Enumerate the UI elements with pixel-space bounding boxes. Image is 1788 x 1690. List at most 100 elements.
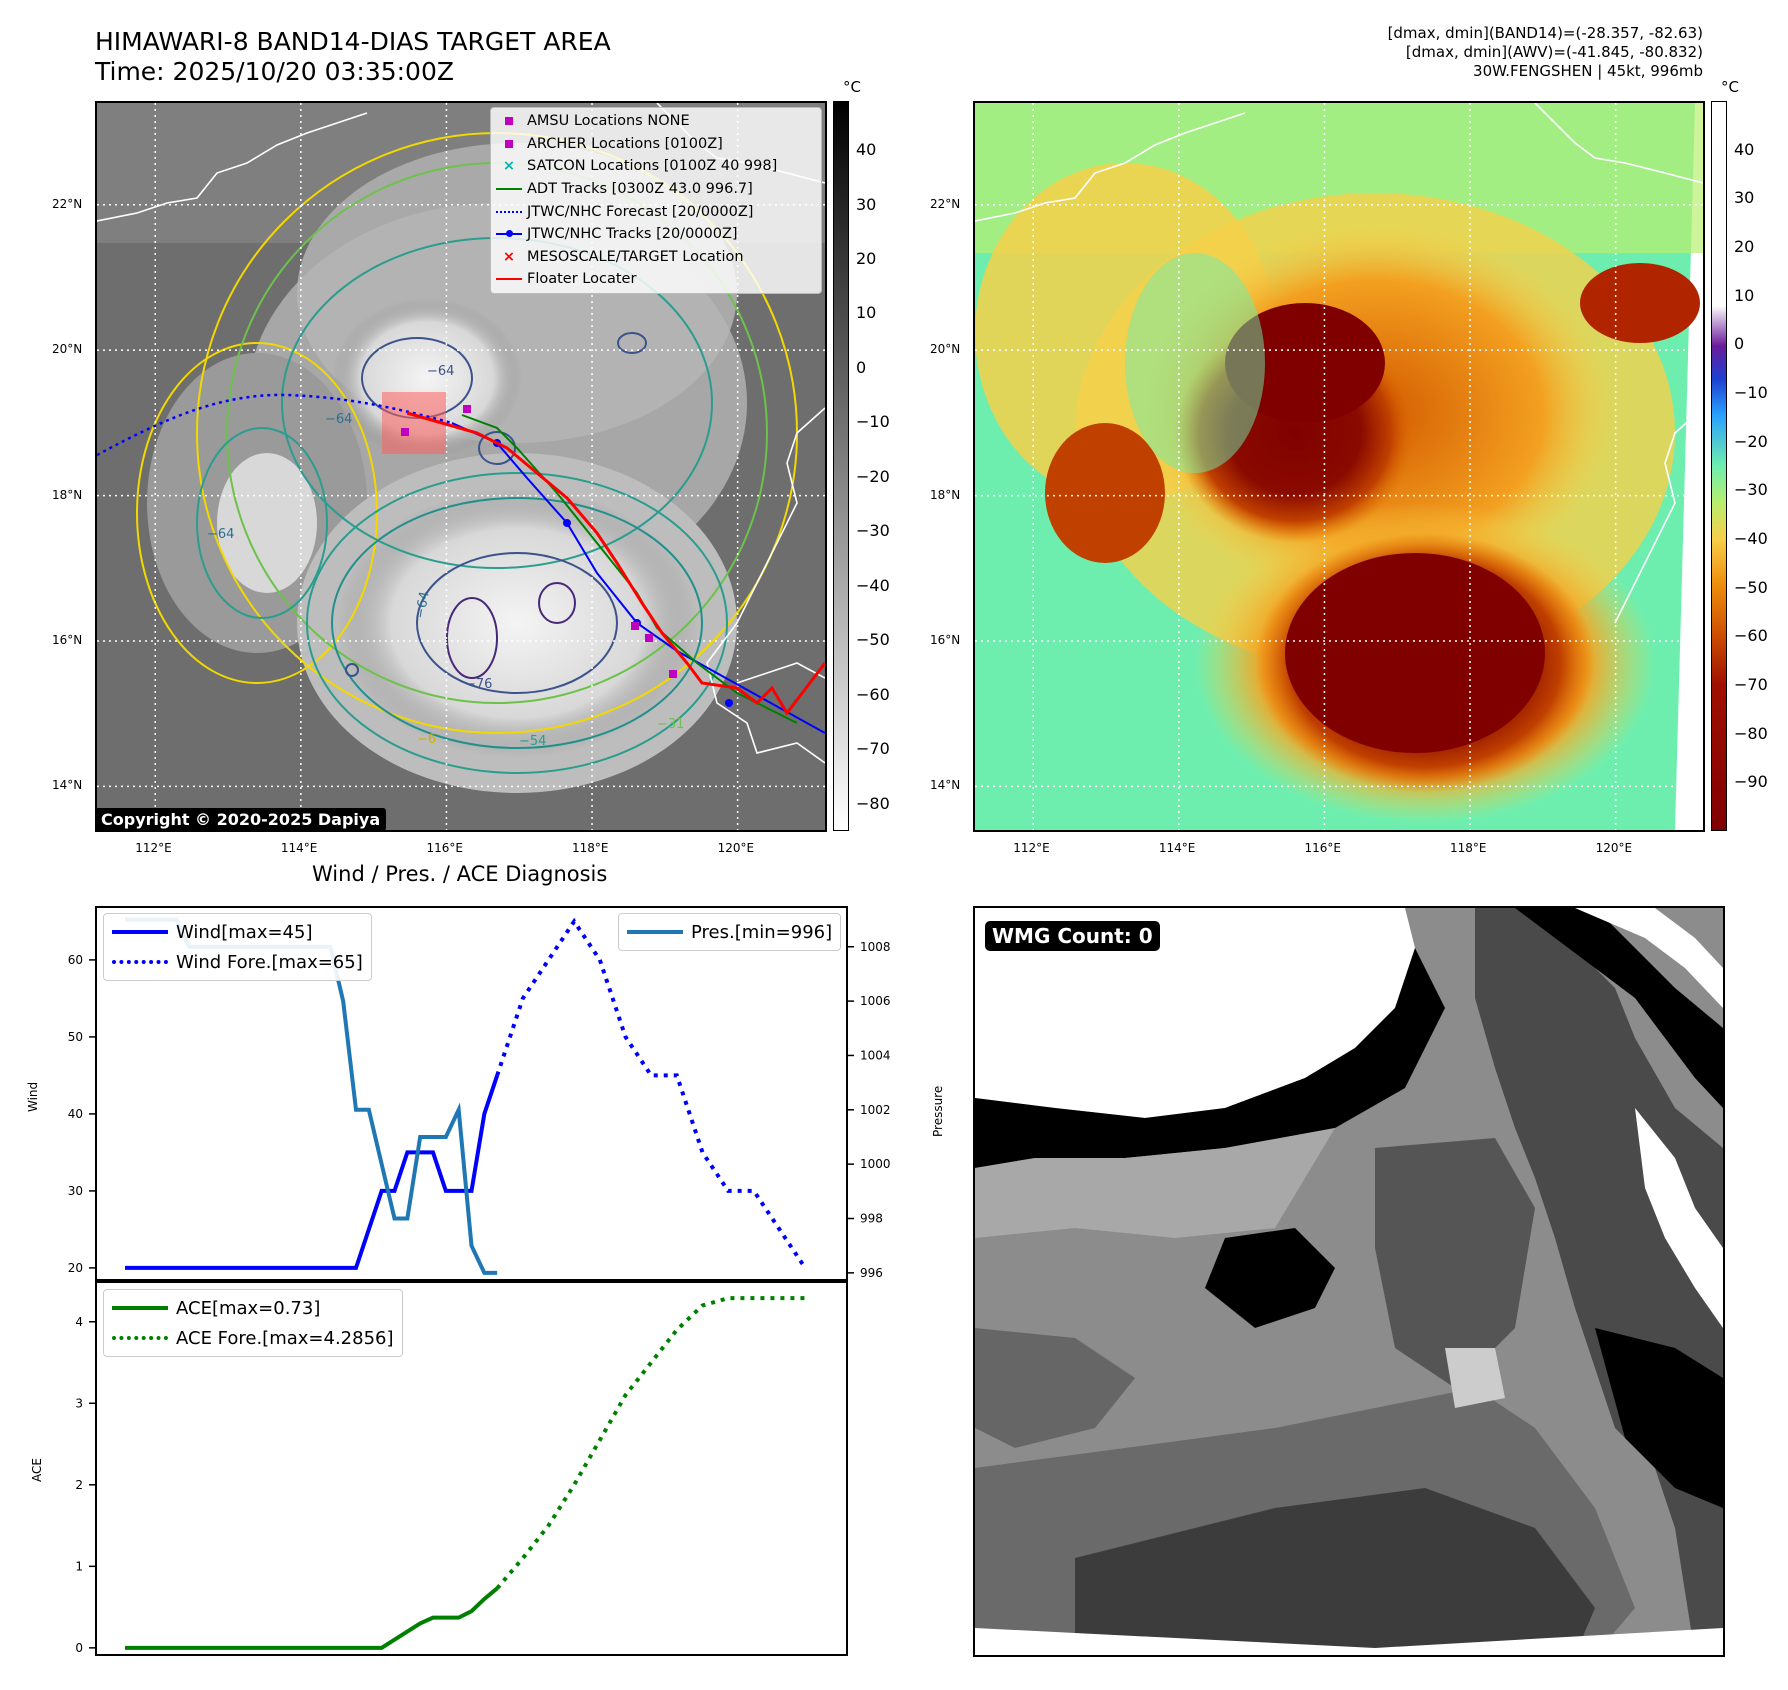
lon-label: 116°E [426,841,463,855]
y-tick-label: 3 [75,1396,83,1410]
floater-locater-track [406,411,825,716]
pressure-legend: Pres.[min=996] [618,913,842,951]
awv-map-panel [973,101,1705,832]
wmg-pixel-map [975,908,1723,1655]
series-line [125,1586,499,1650]
y-tick-label: 4 [75,1315,83,1329]
chart-title-line1: HIMAWARI-8 BAND14-DIAS TARGET AREA [95,27,611,56]
colorbar-tick: −40 [856,575,890,595]
legend-jtwc-tracks: JTWC/NHC Tracks [20/0000Z] [491,223,821,246]
colorbar-tick: 10 [1734,285,1755,305]
plot-frame [95,906,848,1281]
colorbar-right [1711,101,1727,831]
y-right-tick-label: 1008 [860,940,891,954]
colorbar-tick: −30 [1734,480,1768,500]
colorbar-tick: 0 [1734,334,1745,354]
y-tick-label: 50 [68,1030,83,1044]
y-right-tick-label: 1000 [860,1157,891,1171]
lon-label: 120°E [717,841,755,855]
chart-title-line2: Time: 2025/10/20 03:35:00Z [95,57,454,86]
ir-map: −64 −64 −64 −76 −64 −54 −31 −6 [97,103,825,830]
y-right-tick-label: 996 [860,1266,883,1280]
legend-amsu: AMSU Locations NONE [491,110,821,133]
track-legend: AMSU Locations NONE ARCHER Locations [01… [490,107,822,294]
copyright-label: Copyright © 2020-2025 Dapiya [95,808,387,831]
contour-label: −76 [465,677,492,692]
lon-label: 112°E [135,841,172,855]
legend-ace-forecast: ACE Fore.[max=4.2856] [104,1323,402,1353]
colorbar-tick: −60 [1734,626,1768,646]
y-right-tick-label: 1006 [860,994,891,1008]
lon-label: 114°E [1158,841,1196,855]
info-awv: [dmax, dmin](AWV)=(-41.845, -80.832) [1405,43,1703,61]
y-right-tick-label: 998 [860,1212,883,1226]
colorbar-tick: −50 [856,630,890,650]
wind-ylabel: Wind [26,1081,40,1112]
lat-label: 16°N [52,632,83,647]
colorbar-tick: 30 [856,194,877,214]
contour-label: −64 [207,527,234,542]
contour-label: −6 [417,732,436,747]
colorbar-tick: 40 [856,140,877,160]
colorbar-left [833,101,849,831]
lon-label: 118°E [572,841,609,855]
y-tick-label: 30 [68,1184,83,1198]
lon-label: 120°E [1595,841,1633,855]
colorbar-tick: −10 [1734,383,1768,402]
legend-adt: ADT Tracks [0300Z 43.0 996.7] [491,178,821,201]
info-text: [dmax, dmin](BAND14)=(-28.357, -82.63) [… [1388,24,1703,81]
colorbar-tick: −70 [1734,675,1768,694]
lon-label: 116°E [1304,841,1341,855]
lat-label: 22°N [930,196,961,211]
lat-label: 14°N [52,778,83,793]
contour-label: −64 [413,590,433,620]
legend-pressure: Pres.[min=996] [619,917,840,947]
jtwc-track [451,422,825,734]
colorbar-right-unit: °C [1721,78,1739,96]
contour-label: −64 [427,364,454,379]
lat-label: 22°N [52,196,83,211]
y-tick-label: 20 [68,1261,83,1275]
adt-track [461,414,798,724]
series-line [125,1074,500,1270]
legend-ace: ACE[max=0.73] [104,1293,402,1323]
lat-label: 18°N [52,487,83,502]
legend-wind-forecast: Wind Fore.[max=65] [104,947,371,977]
contour-label: −54 [519,734,546,749]
series-line [495,917,807,1270]
lon-label: 112°E [1013,841,1050,855]
wmg-count-badge: WMG Count: 0 [985,921,1160,951]
colorbar-tick: 0 [856,357,867,377]
y-tick-label: 2 [75,1478,83,1492]
colorbar-tick: 20 [856,248,877,268]
info-band14: [dmax, dmin](BAND14)=(-28.357, -82.63) [1387,24,1703,42]
contour-label: −64 [325,412,352,427]
awv-map-gridlines [975,103,1703,830]
legend-archer: ARCHER Locations [0100Z] [491,133,821,156]
series-line [495,1296,806,1590]
y-tick-label: 1 [75,1559,83,1573]
awv-map [975,103,1703,830]
lon-label: 114°E [280,841,318,855]
legend-wind: Wind[max=45] [104,917,371,947]
y-right-tick-label: 1004 [860,1048,891,1062]
ace-plot: 0 1 2 3 4 [75,1281,848,1656]
info-storm: 30W.FENGSHEN | 45kt, 996mb [1473,62,1703,80]
diagnosis-title: Wind / Pres. / ACE Diagnosis [312,862,608,886]
ace-ylabel: ACE [30,1458,44,1482]
legend-jtwc-forecast: JTWC/NHC Forecast [20/0000Z] [491,200,821,223]
colorbar-tick: −10 [856,412,890,432]
legend-mesoscale: × MESOSCALE/TARGET Location [502,248,744,265]
archer-markers [401,405,677,678]
lat-label: 20°N [930,342,961,357]
wmg-panel [973,906,1725,1657]
ace-legend: ACE[max=0.73] ACE Fore.[max=4.2856] [103,1289,403,1357]
colorbar-tick: −80 [856,793,890,813]
colorbar-tick: −20 [856,466,890,486]
colorbar-tick: −70 [856,739,890,759]
y-tick-label: 0 [75,1641,83,1655]
mesoscale-target-box [382,392,446,454]
contour-label: −31 [657,717,684,732]
colorbar-tick: 40 [1734,139,1755,159]
colorbar-tick: −80 [1734,723,1768,743]
